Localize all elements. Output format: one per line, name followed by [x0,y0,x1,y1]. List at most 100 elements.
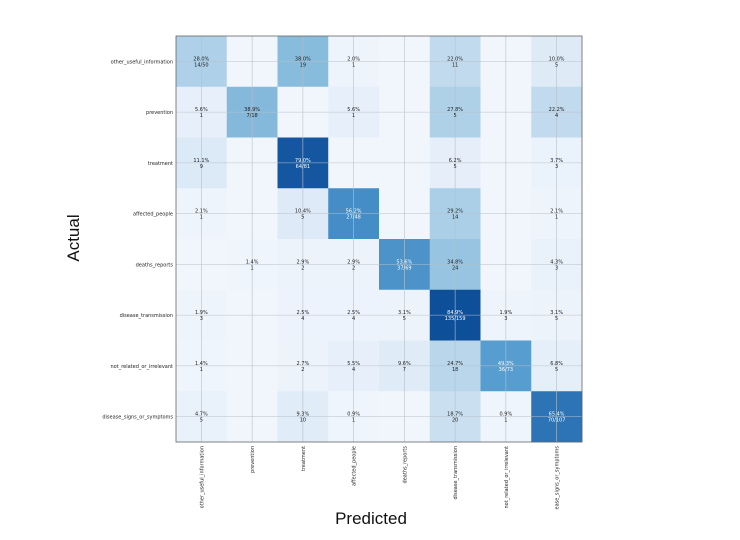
cell-count-label: 11 [452,62,458,68]
y-tick-label: disease_transmission [120,313,173,319]
cell-percent-label: 2.5% [297,310,310,316]
y-tick-labels: other_useful_information prevention treatm… [102,59,173,420]
cell-percent-label: 4.7% [195,412,208,418]
y-tick-label: other_useful_information [111,59,173,65]
cell-percent-label: 24.7% [447,361,463,367]
cell-count-label: 1 [504,418,507,424]
cell-count-label: 70/107 [548,418,566,424]
cell-count-label: 3 [555,265,558,271]
cell-percent-label: 2.0% [347,56,360,62]
cell-count-label: 135/159 [445,316,466,322]
cell-percent-label: 2.9% [297,259,310,265]
cell-percent-label: 10.0% [549,56,565,62]
gridlines [176,36,582,442]
cell-count-label: 1 [200,113,203,119]
cell-percent-label: 3.7% [550,158,563,164]
cell-count-label: 1 [352,113,355,119]
cell-percent-label: 5.6% [195,107,208,113]
cell-count-label: 18 [452,367,458,373]
cell-percent-label: 9.6% [398,361,411,367]
y-tick-label: affected_people [133,212,173,218]
cell-count-label: 3 [504,316,507,322]
cell-count-label: 5 [555,62,558,68]
heatmap-cells [176,36,583,443]
cell-count-label: 7 [403,367,406,373]
cell-count-label: 5 [454,164,457,170]
cell-count-label: 2 [352,265,355,271]
cell-count-label: 14 [452,215,458,221]
cell-count-label: 24 [452,265,458,271]
cell-percent-label: 56.2% [346,209,362,215]
y-tick-label: disease_signs_or_symptoms [102,415,173,421]
cell-percent-label: 5.6% [347,107,360,113]
cell-percent-label: 22.0% [447,56,463,62]
cell-count-label: 4 [555,113,558,119]
cell-count-label: 5 [301,215,304,221]
cell-percent-label: 4.3% [550,259,563,265]
x-tick-label: other_useful_information [199,446,205,508]
x-tick-label: affected_people [352,446,358,486]
cell-percent-label: 1.9% [500,310,513,316]
cell-count-label: 14/50 [194,62,208,68]
cell-count-label: 5 [555,367,558,373]
x-tick-label: disease_transmission [453,446,459,499]
cell-percent-label: 0.9% [500,412,513,418]
cell-percent-label: 84.9% [447,310,463,316]
cell-count-label: 27/48 [346,215,360,221]
cell-percent-label: 5.5% [347,361,360,367]
cell-percent-label: 28.0% [193,56,209,62]
x-tick-label: treatment [301,446,307,471]
cell-percent-label: 22.2% [549,107,565,113]
cell-percent-label: 6.8% [550,361,563,367]
x-tick-label: ease_signs_or_symptoms [555,446,561,510]
cell-count-label: 5 [200,418,203,424]
x-tick-label: prevention [250,446,256,473]
cell-count-label: 5 [454,113,457,119]
cell-labels: 28.0%14/5038.0%192.0%122.0%1110.0%55.6%1… [193,56,565,423]
cell-percent-label: 79.0% [295,158,311,164]
cell-count-label: 19 [300,62,306,68]
y-tick-label: prevention [146,110,173,116]
cell-count-label: 1 [251,265,254,271]
cell-percent-label: 2.7% [297,361,310,367]
x-axis-title: Predicted [335,509,407,528]
cell-percent-label: 2.1% [550,209,563,215]
cell-percent-label: 27.8% [447,107,463,113]
cell-count-label: 1 [200,215,203,221]
cell-percent-label: 3.1% [398,310,411,316]
cell-percent-label: 38.0% [295,56,311,62]
cell-percent-label: 2.1% [195,209,208,215]
cell-count-label: 5 [555,316,558,322]
cell-count-label: 1 [555,215,558,221]
x-tick-label: not_related_or_irrelevant [504,446,510,509]
cell-count-label: 64/81 [296,164,310,170]
cell-percent-label: 3.1% [550,310,563,316]
y-axis-title: Actual [64,214,83,261]
cell-percent-label: 18.7% [447,412,463,418]
cell-percent-label: 49.3% [498,361,514,367]
cell-percent-label: 1.4% [195,361,208,367]
cell-percent-label: 10.4% [295,209,311,215]
cell-count-label: 1 [200,367,203,373]
cell-count-label: 4 [352,316,355,322]
cell-count-label: 4 [352,367,355,373]
cell-percent-label: 0.9% [347,412,360,418]
cell-percent-label: 53.6% [396,259,412,265]
cell-count-label: 1 [352,62,355,68]
cell-count-label: 1 [352,418,355,424]
cell-percent-label: 2.9% [347,259,360,265]
x-tick-label: deaths_reports [402,446,408,484]
cell-percent-label: 9.3% [297,412,310,418]
cell-percent-label: 1.9% [195,310,208,316]
cell-percent-label: 34.8% [447,259,463,265]
cell-percent-label: 11.1% [193,158,209,164]
cell-count-label: 4 [301,316,304,322]
cell-percent-label: 38.9% [244,107,260,113]
cell-count-label: 10 [300,418,306,424]
cell-count-label: 37/69 [397,265,411,271]
cell-percent-label: 1.4% [246,259,259,265]
cell-count-label: 9 [200,164,203,170]
cell-count-label: 5 [403,316,406,322]
cell-count-label: 2 [301,367,304,373]
